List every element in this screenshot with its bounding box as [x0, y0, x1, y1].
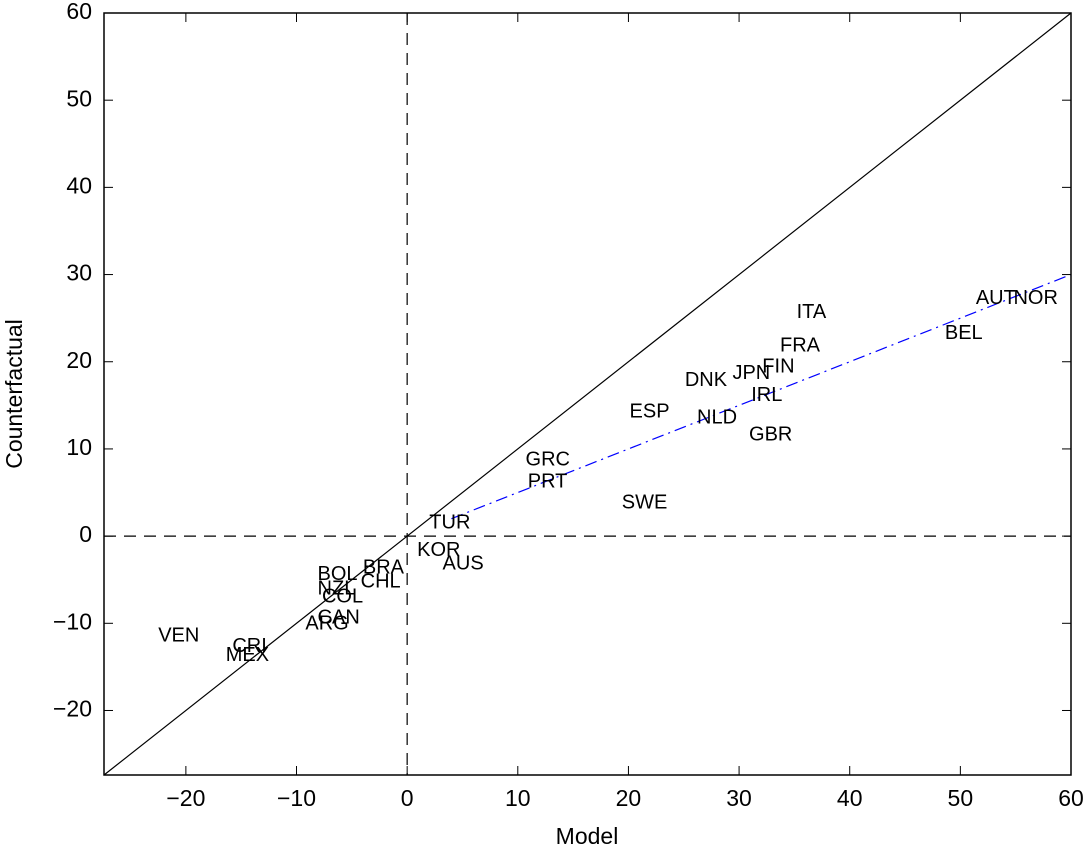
- point-label: BEL: [945, 322, 983, 344]
- x-tick-label: 60: [1058, 785, 1084, 811]
- y-tick-label: 50: [66, 85, 92, 111]
- y-tick-label: 40: [66, 172, 92, 198]
- point-label: SWE: [622, 491, 668, 513]
- point-label: COL: [322, 585, 363, 607]
- y-tick-label: 60: [66, 0, 92, 24]
- point-label: KOR: [417, 539, 460, 561]
- point-label: PRT: [528, 470, 568, 492]
- point-label: ARG: [305, 612, 348, 634]
- point-label: BRA: [363, 557, 405, 579]
- x-tick-label: 20: [616, 785, 642, 811]
- plot-frame: [103, 12, 1072, 776]
- x-tick-label: −20: [166, 785, 205, 811]
- identity-line: [103, 12, 1072, 776]
- point-label: JPN: [732, 362, 770, 384]
- point-label: ESP: [630, 401, 670, 423]
- point-label: CRI: [232, 635, 266, 657]
- point-label: CAN: [318, 606, 360, 628]
- x-tick-label: 30: [726, 785, 752, 811]
- y-tick-label: 10: [66, 434, 92, 460]
- point-label: GRC: [526, 449, 570, 471]
- y-tick-label: 0: [79, 521, 92, 547]
- x-tick-label: 10: [505, 785, 531, 811]
- point-label: TUR: [429, 511, 470, 533]
- point-label: BOL: [318, 563, 358, 585]
- point-label: FRA: [780, 334, 821, 356]
- x-axis-label: Model: [556, 823, 619, 849]
- point-label: ITA: [797, 301, 827, 323]
- point-label: DNK: [685, 369, 728, 391]
- y-axis-label: Counterfactual: [1, 319, 27, 469]
- point-label: GBR: [749, 423, 792, 445]
- x-tick-label: 50: [948, 785, 974, 811]
- y-tick-label: 20: [66, 347, 92, 373]
- point-label: FIN: [762, 355, 794, 377]
- x-tick-label: 40: [837, 785, 863, 811]
- x-tick-label: 0: [401, 785, 414, 811]
- y-tick-label: −20: [53, 696, 92, 722]
- point-label: IRL: [751, 384, 782, 406]
- point-label: AUS: [443, 552, 484, 574]
- point-label: MEX: [226, 644, 269, 666]
- x-tick-label: −10: [277, 785, 316, 811]
- y-tick-label: 30: [66, 260, 92, 286]
- y-tick-label: −10: [53, 608, 92, 634]
- fit-line: [451, 273, 1072, 520]
- point-label: NLD: [697, 407, 737, 429]
- point-label: CHL: [361, 571, 401, 593]
- point-label: AUT: [976, 287, 1016, 309]
- point-label: NZL: [318, 578, 356, 600]
- point-label: NOR: [1013, 287, 1057, 309]
- point-label: VEN: [158, 625, 199, 647]
